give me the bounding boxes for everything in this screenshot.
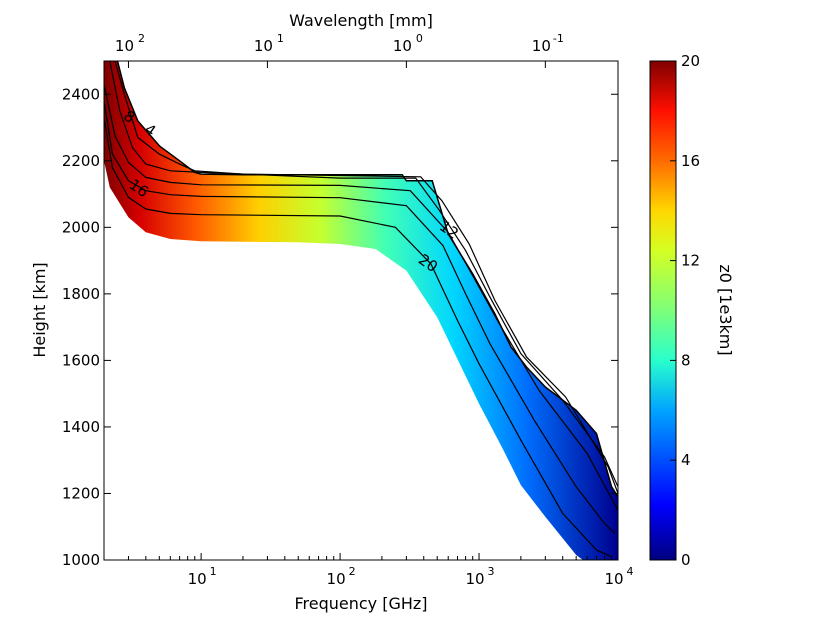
top-axis-ticks: 10 2 10 1 10 0 10 -1	[115, 32, 564, 68]
x-tick-exponent: 1	[210, 565, 217, 578]
y-tick-label: 1600	[62, 351, 100, 369]
colorbar-tick-label: 0	[681, 551, 691, 569]
y-tick-label: 1800	[62, 285, 100, 303]
contour-line-8	[109, 61, 618, 488]
contour-line-4	[114, 61, 618, 494]
y-tick-label: 2200	[62, 152, 100, 170]
contour-lines	[104, 61, 618, 558]
y-tick-label: 2400	[62, 85, 100, 103]
x-axis-label: Frequency [GHz]	[294, 594, 427, 613]
x-tick-exponent: 3	[488, 565, 495, 578]
colorbar: 0 4 8 12 16 20 z0 [1e3km]	[649, 52, 735, 569]
top-tick-exponent: 1	[277, 32, 284, 45]
contour-line-20	[104, 117, 612, 558]
plot-frame	[103, 60, 619, 561]
colorbar-frame	[649, 60, 677, 561]
x-tick-exponent: 4	[627, 565, 634, 578]
colorbar-gradient-bar	[650, 61, 676, 560]
top-tick-exponent: 0	[416, 32, 423, 45]
contour-line-12	[104, 84, 618, 511]
y-tick-label: 1000	[62, 551, 100, 569]
x-tick-label: 10	[327, 570, 346, 588]
y-axis-ticks: 1000 1200 1400 1600 1800 2000 2200 2400	[62, 85, 618, 569]
colorbar-tick-label: 4	[681, 451, 691, 469]
top-tick-label: 10	[115, 37, 134, 55]
top-tick-exponent: -1	[553, 32, 564, 45]
x-tick-label: 10	[188, 570, 207, 588]
colorbar-tick-label: 20	[681, 52, 700, 70]
x-tick-exponent: 2	[349, 565, 356, 578]
y-tick-label: 1400	[62, 418, 100, 436]
colorbar-tick-label: 16	[681, 152, 700, 170]
top-tick-label: 10	[532, 37, 551, 55]
top-tick-label: 10	[254, 37, 273, 55]
x-tick-label: 10	[604, 570, 623, 588]
y-axis-label: Height [km]	[30, 262, 49, 357]
y-tick-label: 1200	[62, 484, 100, 502]
x-axis-ticks: 10 1 10 2 10 3 10 4	[103, 553, 634, 588]
top-axis-label: Wavelength [mm]	[289, 11, 433, 30]
x-tick-label: 10	[465, 570, 484, 588]
y-tick-label: 2000	[62, 218, 100, 236]
colorbar-tick-label: 12	[681, 252, 700, 270]
colorbar-tick-label: 8	[681, 351, 691, 369]
filled-contour-region	[104, 61, 618, 560]
contour-line-16	[104, 100, 616, 534]
top-tick-label: 10	[393, 37, 412, 55]
top-tick-exponent: 2	[138, 32, 145, 45]
colorbar-label: z0 [1e3km]	[716, 264, 735, 355]
colorbar-ticks: 0 4 8 12 16 20	[670, 52, 700, 569]
